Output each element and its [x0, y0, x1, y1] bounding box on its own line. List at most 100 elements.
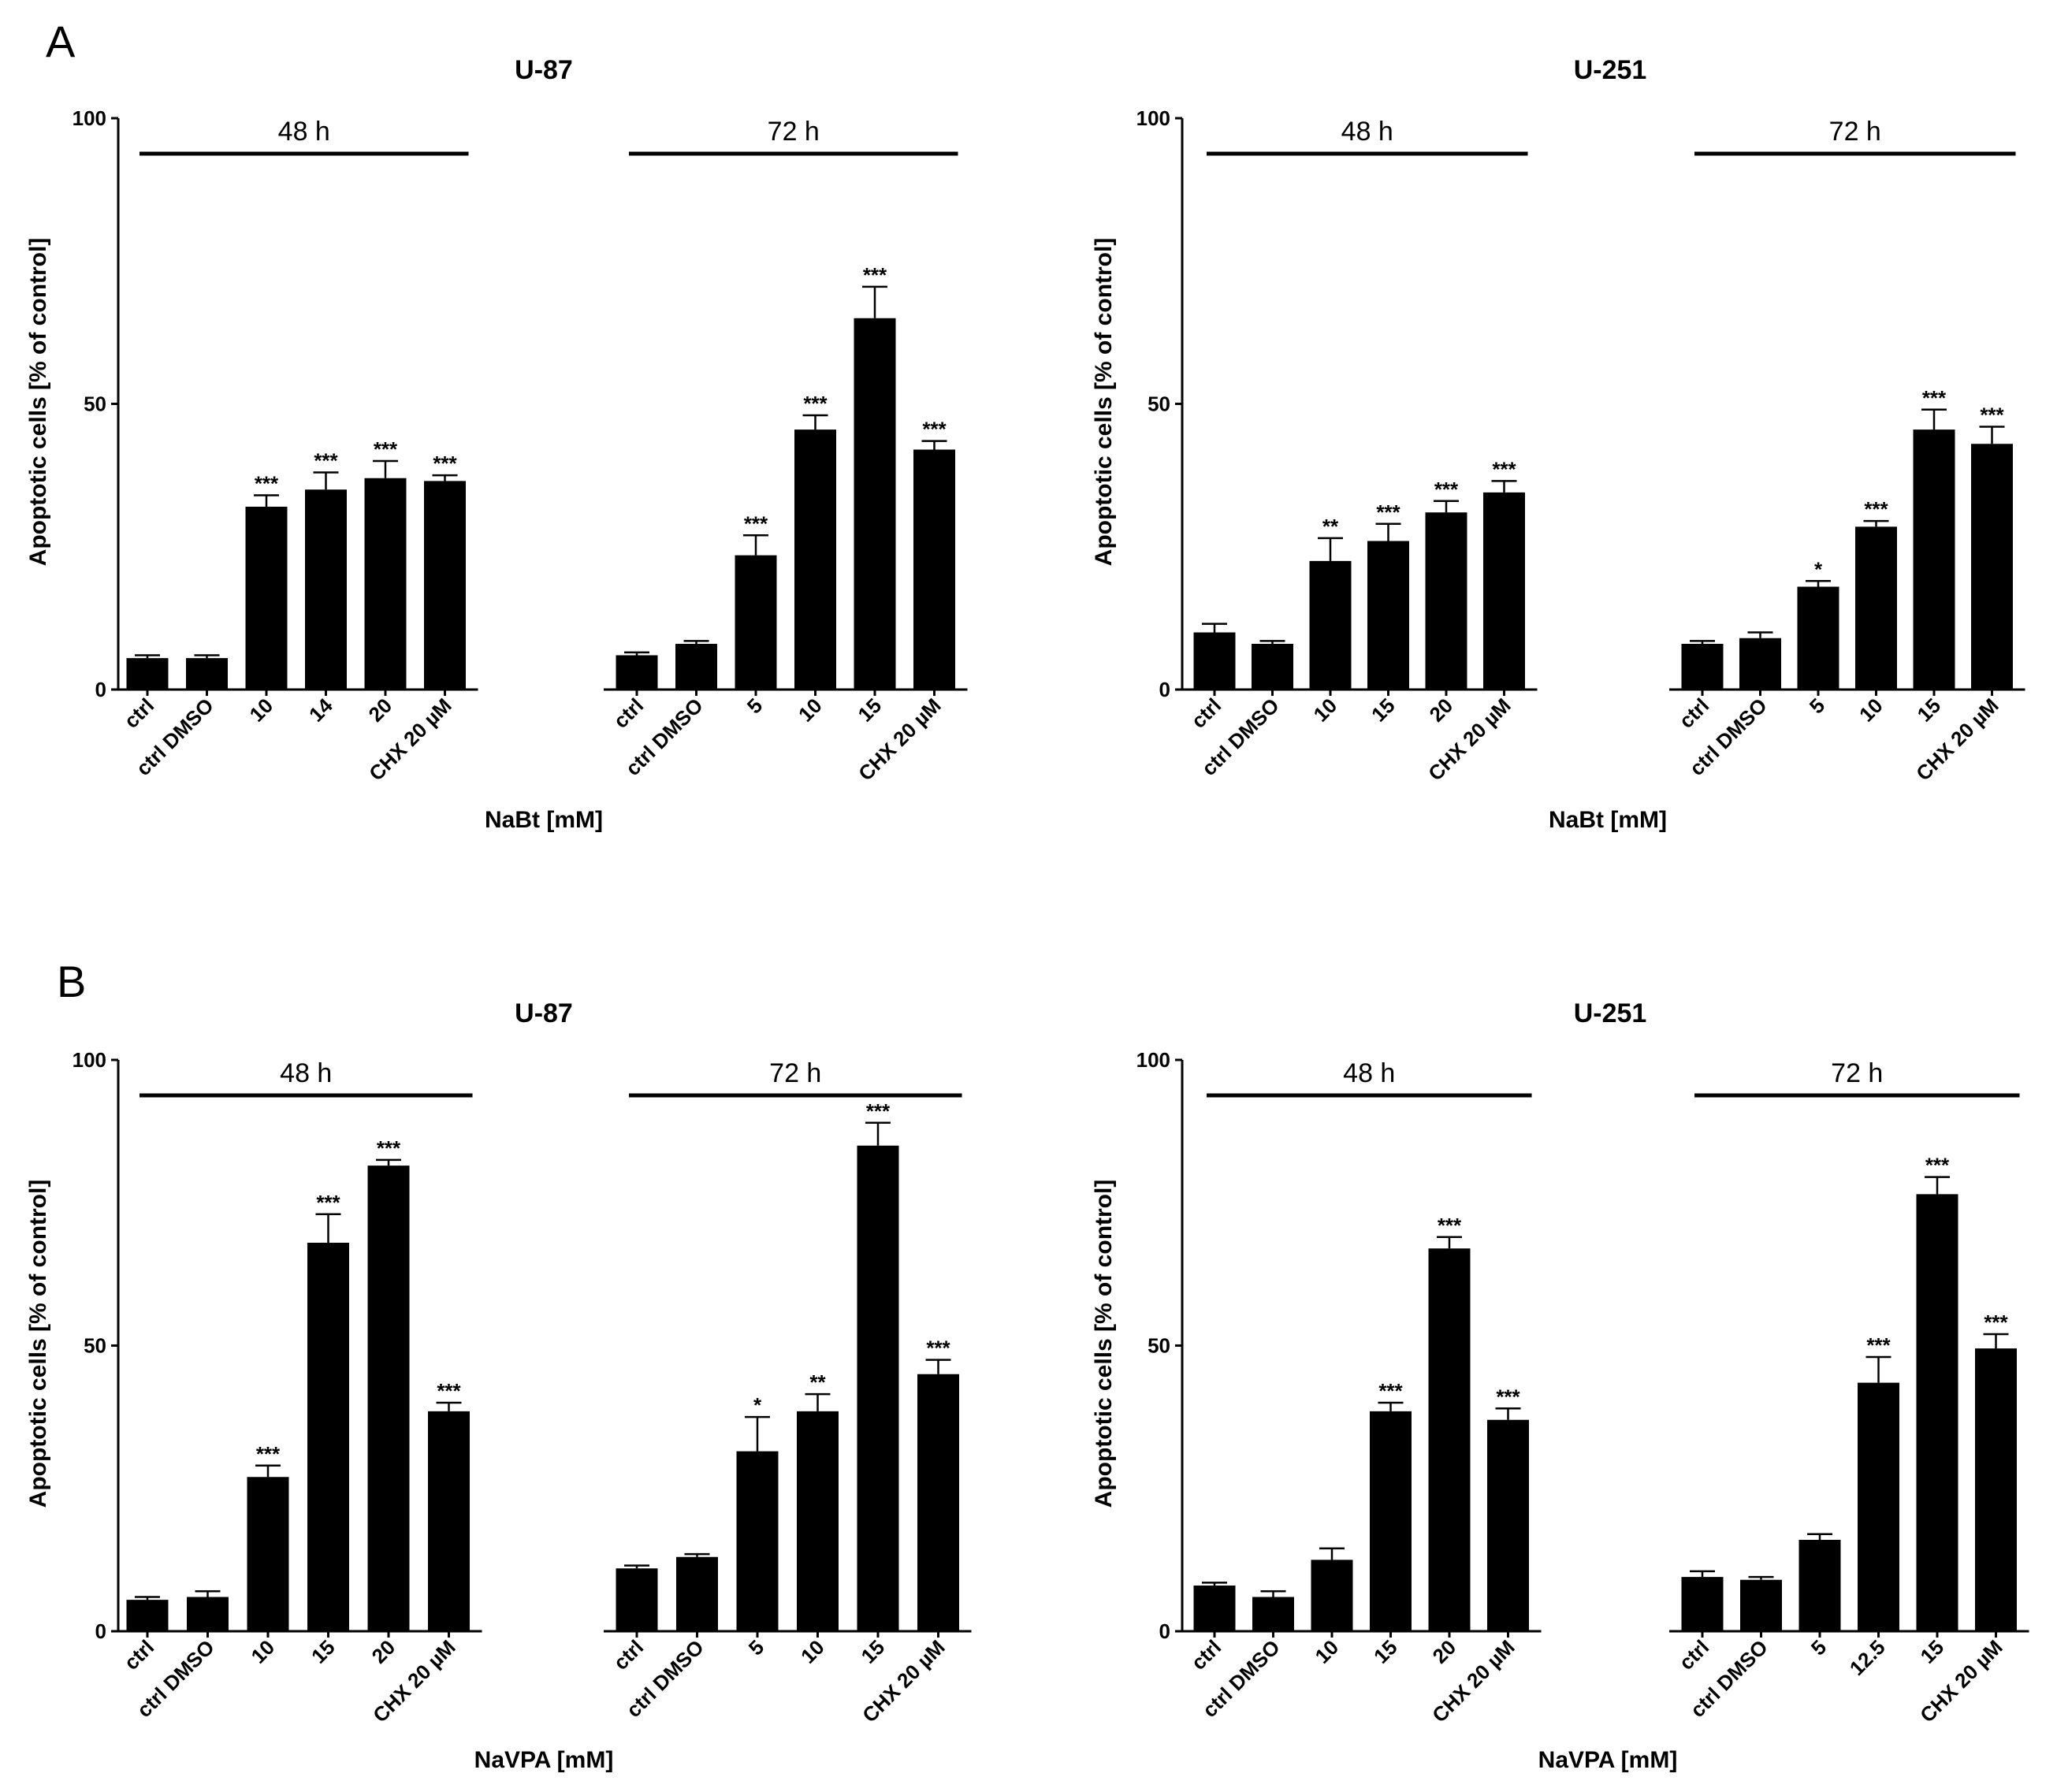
- y-tick-label: 50: [84, 392, 106, 416]
- bar: [1252, 644, 1293, 690]
- y-tick-label: 0: [1159, 678, 1170, 701]
- significance-label: ***: [744, 511, 768, 535]
- y-axis-label: Apoptotic cells [% of control]: [25, 1180, 51, 1508]
- significance-label: ***: [1434, 478, 1459, 501]
- x-tick-label: ctrl: [608, 1635, 648, 1675]
- chart-3: U-251 0 50 100 Apoptotic cells [% of control…: [1091, 998, 2029, 1773]
- x-tick-label: 15: [307, 1635, 340, 1668]
- x-tick-label: 10: [1309, 693, 1342, 727]
- y-axis-label: Apoptotic cells [% of control]: [1091, 238, 1117, 567]
- significance-label: ***: [1925, 1154, 1950, 1177]
- bar: [245, 507, 288, 690]
- y-axis-label: Apoptotic cells [% of control]: [1091, 1180, 1117, 1508]
- bar: [1193, 632, 1236, 690]
- significance-label: ***: [863, 263, 887, 287]
- bar: [1425, 512, 1467, 690]
- chart-0: U-87 0 50 100 Apoptotic cells [% of control]…: [25, 55, 968, 833]
- x-tick-label: ctrl: [608, 693, 648, 733]
- bar: [736, 1451, 779, 1631]
- x-tick-label: 10: [796, 1635, 829, 1668]
- y-tick-label: 100: [73, 1048, 106, 1072]
- bar: [1913, 429, 1955, 690]
- group-label: 48 h: [280, 1058, 332, 1088]
- bar: [424, 481, 466, 690]
- y-tick-label: 0: [95, 1619, 106, 1643]
- bar: [616, 1568, 658, 1631]
- significance-label: ***: [1864, 497, 1888, 521]
- bar: [1367, 541, 1409, 690]
- x-tick-label: 10: [1854, 693, 1888, 727]
- bar: [797, 1411, 839, 1631]
- significance-label: *: [1814, 557, 1823, 581]
- bar: [1428, 1248, 1471, 1631]
- x-tick-label: 15: [857, 1635, 890, 1668]
- group-label: 72 h: [1831, 1058, 1883, 1088]
- y-tick-label: 100: [73, 106, 106, 130]
- significance-label: ***: [377, 1136, 401, 1160]
- bar: [1916, 1194, 1958, 1631]
- x-axis-label: NaVPA [mM]: [1538, 1747, 1678, 1773]
- bar: [857, 1145, 899, 1631]
- x-tick-label: 10: [1311, 1635, 1344, 1668]
- bar: [1487, 1419, 1529, 1631]
- chart-title: U-251: [1574, 55, 1647, 85]
- chart-2: U-87 0 50 100 Apoptotic cells [% of control]…: [25, 998, 972, 1773]
- significance-label: ***: [1984, 1311, 2008, 1334]
- chart-1: U-251 0 50 100 Apoptotic cells [% of control…: [1091, 55, 2025, 833]
- x-tick-label: 12.5: [1845, 1635, 1890, 1680]
- x-tick-label: 15: [1369, 1635, 1402, 1668]
- significance-label: ***: [803, 392, 828, 415]
- bar: [1739, 638, 1781, 690]
- bar: [1252, 1597, 1294, 1631]
- y-tick-label: 50: [84, 1334, 106, 1358]
- bar: [1681, 644, 1724, 690]
- significance-label: **: [1322, 515, 1339, 538]
- x-tick-label: 5: [742, 693, 767, 718]
- bar: [1740, 1579, 1782, 1631]
- bar: [305, 489, 347, 690]
- bar: [1971, 444, 2013, 690]
- x-tick-label: ctrl: [1186, 693, 1226, 733]
- x-tick-label: 15: [1916, 1635, 1949, 1668]
- bar: [364, 478, 407, 690]
- bar: [675, 644, 717, 690]
- significance-label: ***: [433, 452, 457, 475]
- bar: [307, 1243, 349, 1631]
- group-label: 72 h: [1829, 117, 1881, 147]
- chart-title: U-251: [1574, 998, 1647, 1028]
- chart-title: U-87: [515, 55, 573, 85]
- significance-label: ***: [922, 418, 947, 441]
- x-axis-label: NaBt [mM]: [485, 807, 603, 833]
- significance-label: **: [809, 1370, 826, 1394]
- significance-label: ***: [1496, 1385, 1520, 1408]
- x-axis-label: NaBt [mM]: [1549, 807, 1667, 833]
- x-axis-label: NaVPA [mM]: [474, 1747, 614, 1773]
- x-tick-label: ctrl: [119, 693, 158, 733]
- significance-label: ***: [1438, 1214, 1462, 1237]
- bar: [247, 1477, 289, 1631]
- y-axis-label: Apoptotic cells [% of control]: [25, 238, 51, 567]
- significance-label: ***: [374, 437, 398, 461]
- bar: [367, 1166, 410, 1631]
- significance-label: ***: [1378, 1379, 1403, 1403]
- bar: [1681, 1577, 1724, 1631]
- bar: [1855, 526, 1897, 690]
- bar: [616, 655, 658, 690]
- significance-label: ***: [1376, 500, 1400, 524]
- group-label: 48 h: [278, 117, 330, 147]
- group-label: 72 h: [768, 117, 820, 147]
- bar: [735, 555, 777, 690]
- bar: [913, 449, 955, 690]
- bar: [854, 318, 896, 690]
- x-tick-label: 15: [1913, 693, 1946, 727]
- x-tick-label: 15: [1367, 693, 1400, 727]
- x-tick-label: ctrl: [1674, 1635, 1713, 1675]
- panel-letter-b: B: [57, 957, 86, 1006]
- panel-letter-a: A: [46, 17, 76, 66]
- y-tick-label: 0: [1159, 1619, 1170, 1643]
- significance-label: ***: [316, 1191, 340, 1214]
- y-tick-label: 100: [1136, 1048, 1170, 1072]
- bar: [1798, 1540, 1841, 1631]
- bar: [187, 1597, 229, 1631]
